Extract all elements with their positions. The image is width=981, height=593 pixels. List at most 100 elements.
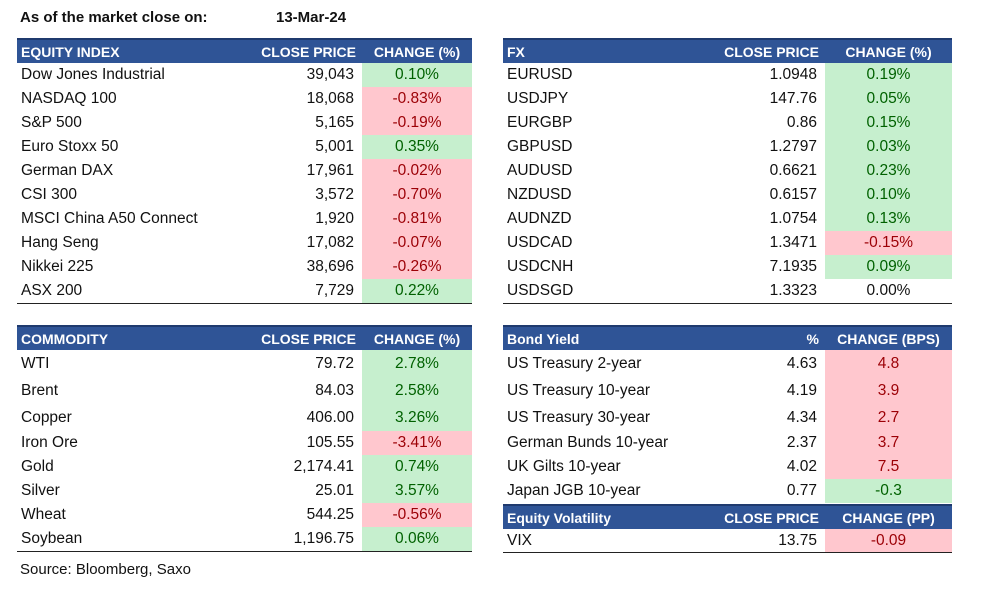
change-value: -0.83%: [362, 87, 472, 111]
table-row: Silver 25.01 3.57%: [17, 479, 472, 503]
row-name: Iron Ore: [21, 434, 78, 451]
close-value: 147.76: [769, 90, 817, 107]
close-value: 4.63: [786, 354, 817, 372]
table-row: AUDNZD 1.0754 0.13%: [503, 207, 952, 231]
change-value: 7.5: [825, 455, 952, 479]
table-row: USDSGD 1.3323 0.00%: [503, 279, 952, 304]
column-header: CHANGE (%): [373, 43, 461, 60]
close-value: 1.0948: [769, 66, 817, 83]
table-row: USDCNH 7.1935 0.09%: [503, 255, 952, 279]
close-value: 105.55: [306, 434, 354, 451]
row-name: Soybean: [21, 530, 83, 547]
close-value: 1.3471: [769, 234, 817, 251]
column-header: Equity Volatility: [507, 509, 611, 526]
bond-header-row: Bond Yield% CHANGE (BPS): [503, 325, 952, 350]
change-value: 0.15%: [825, 111, 952, 135]
row-name: EURUSD: [507, 66, 573, 83]
change-value: -0.02%: [362, 159, 472, 183]
close-value: 0.6621: [769, 162, 817, 179]
row-name: Wheat: [21, 506, 66, 523]
column-header: CLOSE PRICE: [261, 330, 356, 347]
change-value: 2.78%: [362, 350, 472, 377]
row-name: Silver: [21, 482, 60, 499]
as-of-date: 13-Mar-24: [276, 9, 347, 26]
table-row: Japan JGB 10-year 0.77 -0.3: [503, 479, 952, 503]
row-name: GBPUSD: [507, 138, 573, 155]
close-value: 25.01: [315, 482, 354, 499]
table-row: EURGBP 0.86 0.15%: [503, 111, 952, 135]
close-value: 13.75: [778, 531, 817, 549]
table-row: AUDUSD 0.6621 0.23%: [503, 159, 952, 183]
column-header: CHANGE (%): [845, 43, 932, 60]
change-value: 0.06%: [362, 527, 472, 551]
row-name: Copper: [21, 408, 72, 426]
close-value: 38,696: [306, 258, 354, 275]
table-row: Copper 406.00 3.26%: [17, 404, 472, 431]
table-row: Hang Seng 17,082 -0.07%: [17, 231, 472, 255]
source-note: Source: Bloomberg, Saxo: [20, 561, 191, 578]
close-value: 5,165: [315, 114, 354, 131]
table-row: NASDAQ 100 18,068 -0.83%: [17, 87, 472, 111]
table-row: Gold 2,174.41 0.74%: [17, 455, 472, 479]
row-name: S&P 500: [21, 114, 82, 131]
fx-header-row: FX CLOSE PRICE CHANGE (%): [503, 38, 952, 63]
table-row: UK Gilts 10-year 4.02 7.5: [503, 455, 952, 479]
table-row: Nikkei 225 38,696 -0.26%: [17, 255, 472, 279]
change-value: 0.10%: [362, 63, 472, 87]
table-row: MSCI China A50 Connect 1,920 -0.81%: [17, 207, 472, 231]
close-value: 2.37: [786, 434, 817, 451]
change-value: -0.07%: [362, 231, 472, 255]
table-row: VIX 13.75 -0.09: [503, 529, 952, 553]
row-name: AUDNZD: [507, 210, 572, 227]
table-row: US Treasury 30-year 4.34 2.7: [503, 404, 952, 431]
table-row: NZDUSD 0.6157 0.10%: [503, 183, 952, 207]
row-name: WTI: [21, 354, 50, 372]
change-value: 0.23%: [825, 159, 952, 183]
change-value: 0.22%: [362, 279, 472, 303]
column-header: CHANGE (BPS): [837, 330, 940, 347]
change-value: 3.9: [825, 377, 952, 404]
close-value: 406.00: [306, 408, 354, 426]
change-value: -0.56%: [362, 503, 472, 527]
close-value: 1.2797: [769, 138, 817, 155]
close-value: 1,196.75: [293, 530, 354, 547]
row-name: German DAX: [21, 162, 114, 179]
table-row: EURUSD 1.0948 0.19%: [503, 63, 952, 87]
table-row: Euro Stoxx 50 5,001 0.35%: [17, 135, 472, 159]
column-header: CLOSE PRICE: [261, 43, 356, 60]
close-value: 17,082: [306, 234, 354, 251]
table-row: GBPUSD 1.2797 0.03%: [503, 135, 952, 159]
table-row: USDCAD 1.3471 -0.15%: [503, 231, 952, 255]
close-value: 79.72: [315, 354, 354, 372]
column-header: FX: [507, 43, 525, 60]
commodity-header-row: COMMODITY CLOSE PRICE CHANGE (%): [17, 325, 472, 350]
row-name: Japan JGB 10-year: [507, 482, 641, 499]
equity-volatility-table: Equity Volatility CLOSE PRICE CHANGE (PP) V…: [503, 504, 952, 553]
row-name: Brent: [21, 381, 59, 399]
row-name: AUDUSD: [507, 162, 573, 179]
row-name: NZDUSD: [507, 186, 572, 203]
column-header: EQUITY INDEX: [21, 43, 120, 60]
row-name: US Treasury 10-year: [507, 381, 650, 399]
row-name: MSCI China A50 Connect: [21, 210, 198, 227]
change-value: -3.41%: [362, 431, 472, 455]
change-value: 0.13%: [825, 207, 952, 231]
column-header: CHANGE (PP): [842, 509, 935, 526]
change-value: -0.3: [825, 479, 952, 503]
table-row: German DAX 17,961 -0.02%: [17, 159, 472, 183]
change-value: 0.35%: [362, 135, 472, 159]
change-value: -0.19%: [362, 111, 472, 135]
close-value: 4.19: [786, 381, 817, 399]
change-value: 0.03%: [825, 135, 952, 159]
row-name: NASDAQ 100: [21, 90, 117, 107]
close-value: 4.02: [786, 458, 817, 475]
close-value: 1.0754: [769, 210, 817, 227]
table-row: USDJPY 147.76 0.05%: [503, 87, 952, 111]
change-value: 0.74%: [362, 455, 472, 479]
change-value: 0.09%: [825, 255, 952, 279]
change-value: 2.58%: [362, 377, 472, 404]
column-header: CLOSE PRICE: [724, 509, 819, 526]
close-value: 7.1935: [769, 258, 817, 275]
row-name: VIX: [507, 531, 532, 549]
fx-table: FX CLOSE PRICE CHANGE (%) EURUSD 1.0948 0.19%…: [503, 38, 952, 304]
